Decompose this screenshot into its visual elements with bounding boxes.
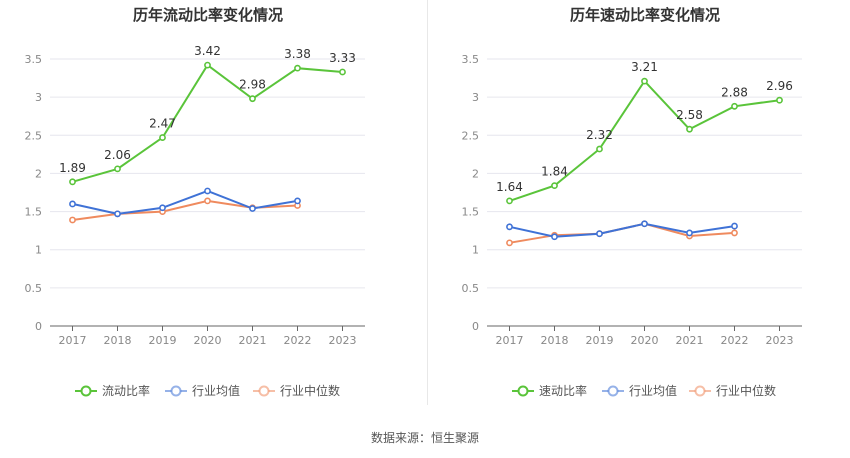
data-point [641,220,648,228]
y-tick-label: 0.5 [25,282,43,295]
series-line [72,63,343,183]
legend-label: 行业均值 [192,383,240,398]
legend-label: 速动比率 [539,383,587,398]
legend-marker [170,385,182,397]
y-tick-label: 2 [472,167,479,180]
y-tick-label: 2.5 [25,129,43,142]
data-point [686,229,693,237]
data-point [159,204,166,212]
y-tick-label: 0 [35,320,42,333]
y-tick-label: 1.5 [462,206,480,219]
y-tick-label: 2.5 [462,129,480,142]
x-tick-label: 2018 [104,334,132,347]
legend-marker [258,385,270,397]
x-tick-label: 2023 [329,334,357,347]
data-point [294,197,301,205]
x-tick-label: 2022 [721,334,749,347]
data-point [551,182,558,190]
chart-title: 历年速动比率变化情况 [570,6,720,24]
data-point [551,233,558,241]
series-line [72,189,298,215]
data-label: 3.38 [284,47,311,61]
x-tick-label: 2019 [149,334,177,347]
data-point [506,223,513,231]
data-point [114,165,121,173]
x-tick-label: 2017 [496,334,524,347]
data-point [506,197,513,205]
x-tick-label: 2020 [631,334,659,347]
legend-marker [607,385,619,397]
data-point [339,68,346,76]
data-label: 1.84 [541,165,568,179]
y-tick-label: 3 [35,91,42,104]
y-tick-label: 3 [472,91,479,104]
chart-quick-ratio: 历年速动比率变化情况 0 0.5 1 1.5 2 2.5 3 3.5 2017 2018 2019 20… [462,6,802,398]
data-label: 2.96 [766,79,793,93]
data-point [249,205,256,212]
legend-label: 行业均值 [629,383,677,398]
data-point [686,125,693,133]
x-tick-label: 2023 [766,334,794,347]
y-tick-label: 0 [472,320,479,333]
x-tick-label: 2022 [284,334,312,347]
data-label: 3.42 [194,44,221,58]
data-point [204,187,211,195]
data-label: 2.88 [721,85,748,99]
y-tick-label: 0.5 [462,282,480,295]
data-point [204,197,211,205]
data-label: 2.98 [239,78,266,92]
legend-marker [694,385,706,397]
data-point [596,145,603,153]
data-label: 3.33 [329,51,356,65]
x-tick-label: 2017 [59,334,87,347]
data-point [506,239,513,247]
x-tick-label: 2019 [586,334,614,347]
y-tick-label: 1.5 [25,206,43,219]
data-point [641,77,648,85]
legend-label: 行业中位数 [716,383,776,398]
data-label: 2.32 [586,128,613,142]
data-label: 3.21 [631,60,658,74]
y-tick-label: 1 [35,244,42,257]
data-label: 2.58 [676,108,703,122]
x-tick-label: 2021 [239,334,267,347]
data-point [776,96,783,104]
legend-label: 行业中位数 [280,383,340,398]
y-tick-label: 3.5 [25,53,43,66]
data-point [69,178,76,186]
data-point [159,134,166,141]
chart-title: 历年流动比率变化情况 [133,6,283,24]
chart-divider [427,0,428,405]
y-tick-label: 1 [472,244,479,257]
chart-current-ratio: 历年流动比率变化情况 0 0.5 1 1.5 2 2.5 3 3.5 2017 2018 2019 20… [25,6,365,398]
data-point [596,230,603,238]
data-label: 1.89 [59,161,86,175]
x-tick-label: 2020 [194,334,222,347]
legend-marker [517,385,529,397]
data-point [731,102,738,110]
y-tick-label: 3.5 [462,53,480,66]
data-source-note: 数据来源：恒生聚源 [370,431,479,445]
x-tick-label: 2018 [541,334,569,347]
data-label: 2.47 [149,117,176,131]
y-tick-label: 2 [35,167,42,180]
data-point [69,216,76,224]
data-point [69,200,76,208]
legend-label: 流动比率 [102,383,150,398]
data-point [294,64,301,72]
series-line [509,222,735,238]
data-label: 2.06 [104,148,131,162]
data-point [204,61,211,69]
data-point [114,210,121,218]
x-tick-label: 2021 [676,334,704,347]
data-label: 1.64 [496,180,523,194]
legend-marker [80,385,92,397]
data-point [731,222,738,230]
data-point [731,229,738,237]
data-point [249,95,256,103]
